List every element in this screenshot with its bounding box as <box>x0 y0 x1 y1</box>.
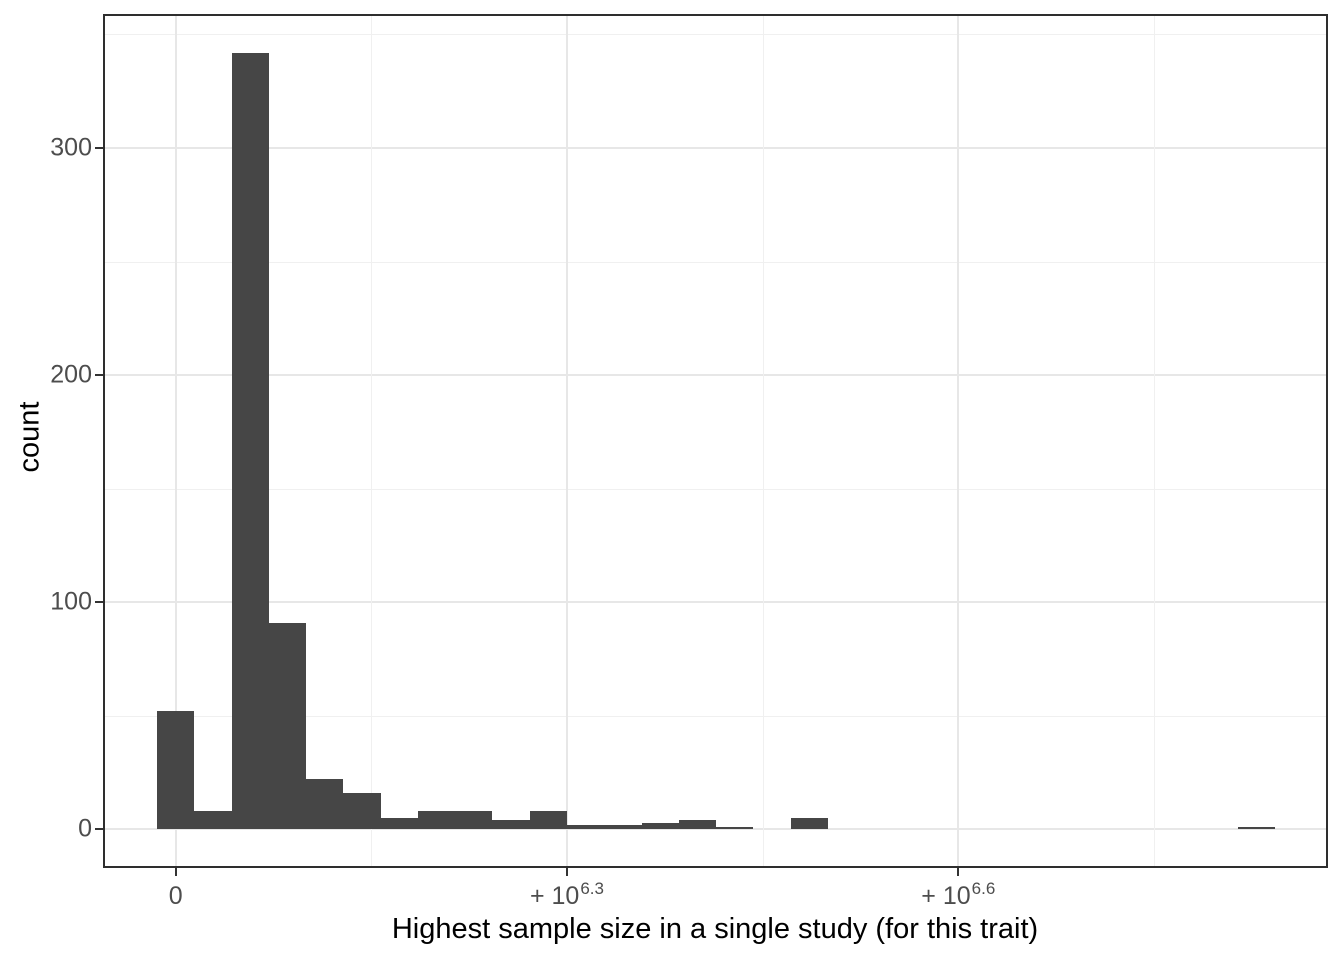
y-major-gridline <box>103 147 1328 149</box>
x-major-gridline <box>175 14 177 868</box>
histogram-bar <box>604 825 642 829</box>
histogram-bar <box>492 820 530 829</box>
y-tick-mark <box>95 828 103 830</box>
y-minor-gridline <box>103 261 1328 263</box>
histogram-bar <box>791 818 828 829</box>
y-axis-title: count <box>13 401 46 473</box>
x-minor-gridline <box>370 14 372 868</box>
y-tick-mark <box>95 374 103 376</box>
histogram-bar <box>306 779 343 829</box>
histogram-bar <box>455 811 492 829</box>
x-tick-label-main: 0 <box>168 882 183 910</box>
x-tick-label: 0 <box>169 884 183 909</box>
y-tick-mark <box>95 601 103 603</box>
x-minor-gridline <box>762 14 764 868</box>
histogram-bar <box>343 793 381 829</box>
y-major-gridline <box>103 374 1328 376</box>
plot-panel <box>103 14 1328 868</box>
histogram-bar <box>194 811 232 829</box>
histogram-bar <box>232 53 269 829</box>
histogram-bar <box>381 818 418 829</box>
x-major-gridline <box>957 14 959 868</box>
y-minor-gridline <box>103 488 1328 490</box>
y-minor-gridline <box>103 33 1328 35</box>
histogram-bar <box>157 711 194 829</box>
histogram-bar <box>1238 827 1275 829</box>
x-tick-mark <box>566 868 568 876</box>
histogram-bar <box>642 823 679 829</box>
histogram-bar <box>716 827 753 829</box>
histogram-bar <box>679 820 716 829</box>
y-tick-label: 200 <box>50 360 92 389</box>
x-tick-label-main: + 10 <box>529 882 580 910</box>
x-axis-title: Highest sample size in a single study (f… <box>391 913 1039 945</box>
x-tick-label-main: + 10 <box>921 882 971 910</box>
x-major-gridline <box>566 14 568 868</box>
histogram-bar <box>567 825 604 829</box>
x-tick-label-exponent: 6.3 <box>580 879 604 898</box>
y-tick-label: 100 <box>50 587 92 616</box>
y-tick-label: 0 <box>78 814 92 843</box>
x-tick-mark <box>957 868 959 876</box>
histogram-bar <box>418 811 455 829</box>
x-tick-label-exponent: 6.6 <box>971 879 996 898</box>
x-tick-mark <box>175 868 177 876</box>
y-tick-mark <box>95 147 103 149</box>
y-tick-label: 300 <box>50 133 92 162</box>
histogram-bar <box>530 811 567 829</box>
x-tick-label: + 106.3 <box>529 880 604 910</box>
y-minor-gridline <box>103 715 1328 717</box>
y-major-gridline <box>103 828 1328 830</box>
y-major-gridline <box>103 601 1328 603</box>
x-minor-gridline <box>1153 14 1155 868</box>
histogram-bar <box>269 623 306 829</box>
x-tick-label: + 106.6 <box>921 880 995 910</box>
